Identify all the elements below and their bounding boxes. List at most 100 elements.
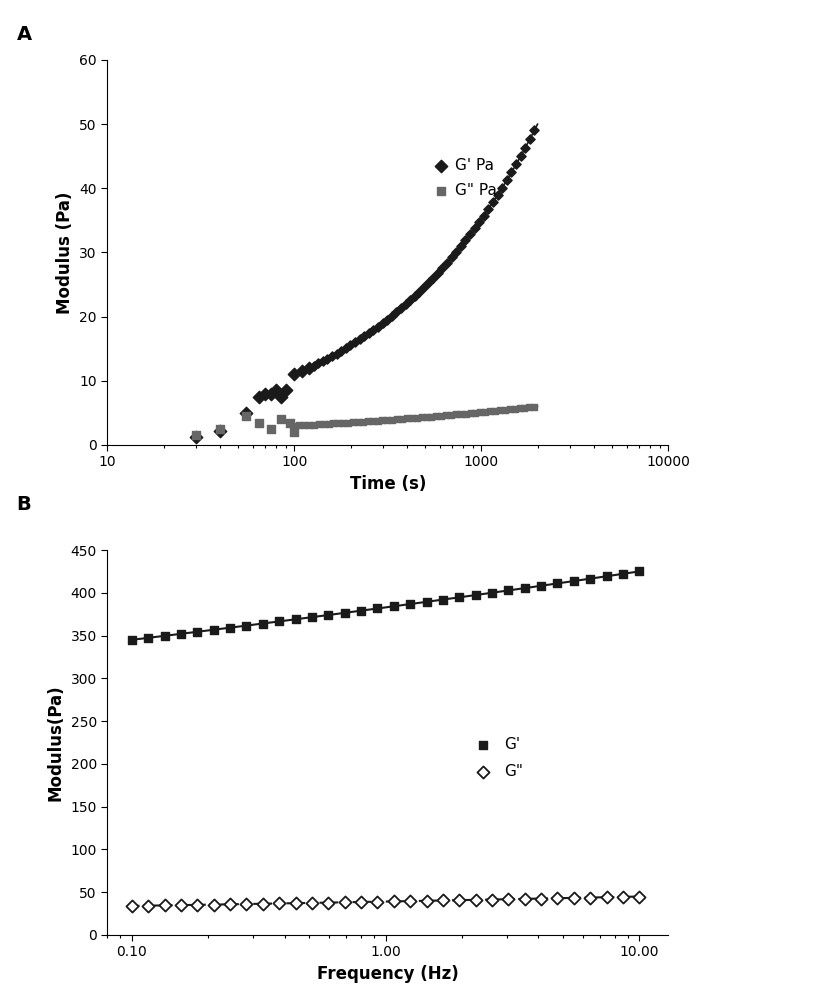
Point [528,399,541,415]
Point [478,404,492,420]
G" [535,891,548,907]
G" [633,888,646,904]
G" [600,889,613,905]
Point [400,410,413,426]
G' [502,582,515,598]
X-axis label: Frequency (Hz): Frequency (Hz) [317,965,459,983]
Point [348,334,361,350]
Point [330,346,343,362]
G" Pa [264,421,277,437]
G" [583,890,596,906]
Point [288,418,301,434]
Point [403,292,417,308]
Point [339,340,352,356]
Point [390,411,403,427]
G' [142,630,155,646]
Point [514,148,527,164]
Point [312,416,325,432]
G" [370,894,384,910]
Point [361,413,375,429]
G' [158,628,171,644]
G" [568,890,581,906]
Point [356,414,370,430]
Point [468,220,481,236]
G' [453,589,466,605]
G" [125,898,139,914]
Point [410,410,423,426]
Point [430,408,443,424]
G' [469,587,483,603]
Point [491,187,504,203]
G' Pa [190,429,203,445]
G' Pa [275,389,288,405]
Point [327,415,340,431]
Point [436,260,449,276]
Point [518,400,531,416]
G" [174,897,187,913]
Point [478,208,491,224]
G" [305,895,318,911]
Y-axis label: Modulus (Pa): Modulus (Pa) [55,191,73,314]
G" [272,895,285,911]
Point [371,319,384,335]
G" [158,897,171,913]
G" [403,893,417,909]
Point [445,249,458,265]
G' Pa [279,382,292,398]
Point [346,414,360,430]
G" [207,897,220,913]
G' [289,611,302,627]
G" [616,889,629,905]
G' [305,609,318,625]
Point [385,412,398,428]
G' [387,598,400,614]
G' Pa [288,366,301,382]
Point [503,401,516,417]
Point [498,402,512,418]
G' [403,596,417,612]
Point [440,407,453,423]
Point [488,403,502,419]
Point [312,355,325,371]
G" Pa [190,427,203,443]
Text: B: B [16,495,31,514]
Point [358,328,371,344]
Point [519,140,532,156]
G' [224,620,237,636]
Point [459,406,472,422]
G' [568,573,581,589]
G' [600,568,613,584]
Point [417,279,431,295]
Point [321,351,334,367]
G" [551,890,564,906]
G' [125,632,139,648]
Point [487,194,500,210]
Point [427,270,440,286]
Point [483,403,497,419]
G' [583,571,596,587]
Point [344,337,357,353]
Point [455,406,468,422]
G' [355,603,368,619]
G" [322,895,335,911]
Point [500,172,513,188]
G" [289,895,302,911]
G" Pa [284,415,297,431]
Point [441,255,454,271]
G" [502,891,515,907]
Point [394,300,408,316]
G' [551,575,564,591]
Point [380,412,394,428]
Point [342,415,355,431]
Point [366,413,380,429]
G' [420,594,433,610]
G" Pa [275,411,288,427]
Point [307,417,320,433]
G" [420,893,433,909]
Point [353,331,366,347]
Point [362,325,375,341]
Point [469,405,482,421]
G" [436,892,450,908]
G" [191,897,204,913]
Point [380,312,394,328]
